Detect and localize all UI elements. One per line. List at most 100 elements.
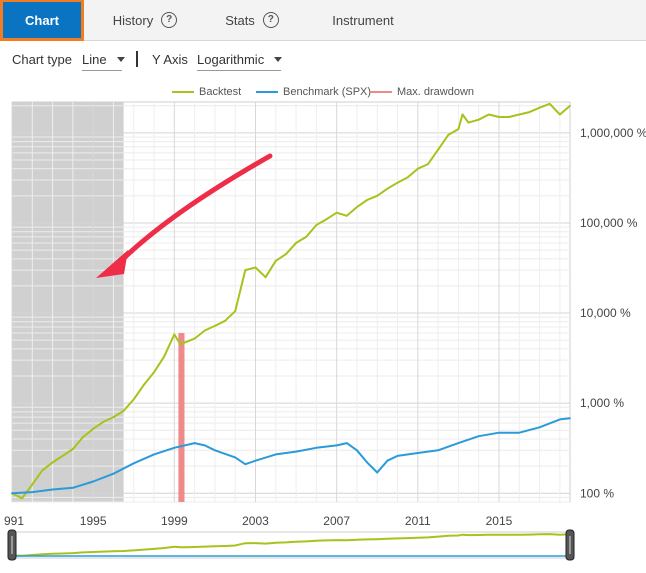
backtest-point: [244, 269, 247, 271]
legend-label: Benchmark (SPX): [283, 86, 372, 98]
backtest-point: [325, 218, 328, 221]
navigator-backtest-line: [11, 533, 571, 557]
legend-label: Backtest: [199, 86, 242, 98]
backtest-point: [376, 194, 379, 197]
shaded-range: [12, 102, 124, 502]
tab-history[interactable]: History ?: [92, 0, 198, 40]
benchmark-point: [366, 461, 368, 464]
tab-history-label: History: [112, 12, 154, 28]
benchmark-point: [51, 488, 54, 491]
backtest-point: [366, 199, 368, 201]
question-circle-icon[interactable]: ?: [262, 12, 279, 28]
backtest-point: [31, 483, 34, 486]
backtest-point: [185, 340, 188, 343]
benchmark-point: [558, 418, 561, 421]
backtest-point: [214, 325, 216, 327]
backtest-point: [285, 253, 287, 256]
benchmark-point: [132, 462, 135, 465]
backtest-point: [356, 206, 358, 208]
x-tick-label: 1995: [80, 514, 107, 528]
backtest-point: [61, 454, 64, 457]
chevron-down-icon: [274, 56, 283, 62]
backtest-point: [548, 102, 551, 105]
benchmark-point: [477, 435, 480, 438]
backtest-point: [163, 355, 166, 358]
navigator-frame: [11, 531, 571, 559]
x-tick-label: 2007: [323, 514, 350, 528]
y-tick-label: 10,000 %: [580, 306, 631, 320]
chart-type-label: Chart type: [12, 52, 72, 67]
benchmark-point: [356, 449, 358, 452]
benchmark-point: [345, 442, 348, 445]
y-tick-label: 100 %: [580, 486, 614, 500]
backtest-point: [179, 343, 182, 346]
backtest-point: [518, 113, 521, 116]
legend-label: Max. drawdown: [397, 86, 475, 98]
backtest-point: [427, 163, 429, 166]
benchmark-point: [386, 459, 389, 462]
tab-instrument-label: Instrument: [332, 12, 394, 28]
x-tick-label: 2015: [486, 514, 513, 528]
chart-type-value: Line: [82, 51, 107, 67]
x-tick-label: 2011: [405, 514, 431, 528]
toolbar-divider: [136, 51, 138, 67]
backtest-point: [437, 148, 440, 151]
backtest-point: [153, 371, 155, 374]
benchmark-point: [92, 480, 95, 483]
benchmark-point: [234, 456, 237, 459]
chart-legend: Backtest Benchmark (SPX) Max. drawdown: [0, 84, 646, 100]
benchmark-point: [396, 454, 399, 457]
tab-chart[interactable]: Chart: [0, 0, 84, 41]
backtest-point: [558, 113, 561, 116]
tab-instrument[interactable]: Instrument: [318, 0, 408, 40]
legend-item-drawdown[interactable]: Max. drawdown: [370, 86, 474, 98]
benchmark-point: [112, 472, 115, 475]
backtest-point: [142, 383, 145, 386]
benchmark-point: [193, 442, 196, 445]
backtest-point: [345, 214, 348, 217]
benchmark-point: [214, 449, 216, 452]
legend-item-backtest[interactable]: Backtest: [172, 86, 241, 98]
backtest-point: [538, 106, 541, 109]
chart-area: 100 % 1,000 % 10,000 % 100,000 % 1,000,000 %…: [0, 100, 646, 568]
backtest-point: [122, 410, 125, 412]
backtest-point: [305, 236, 308, 238]
backtest-point: [335, 211, 338, 214]
tab-chart-label: Chart: [25, 12, 59, 28]
backtest-point: [92, 427, 95, 430]
backtest-point: [386, 187, 389, 190]
benchmark-point: [244, 463, 247, 466]
backtest-point: [234, 310, 237, 313]
backtest-point: [264, 276, 267, 279]
backtest-point: [254, 266, 257, 269]
chevron-down-icon: [116, 56, 125, 62]
y-axis-select[interactable]: Logarithmic: [197, 48, 283, 71]
backtest-point: [498, 116, 500, 118]
x-tick-label: 991: [4, 514, 24, 528]
backtest-point: [51, 461, 54, 464]
tab-bar: Chart History ? Stats ? Instrument: [0, 0, 646, 41]
legend-swatch: [256, 91, 278, 93]
benchmark-point: [498, 431, 500, 434]
benchmark-point: [31, 491, 34, 494]
legend-item-benchmark[interactable]: Benchmark (SPX): [256, 86, 371, 98]
backtest-point: [416, 167, 419, 170]
question-circle-icon[interactable]: ?: [161, 12, 178, 28]
backtest-point: [447, 133, 450, 136]
benchmark-point: [538, 426, 541, 429]
benchmark-point: [173, 446, 176, 449]
backtest-point: [203, 329, 206, 332]
tab-stats[interactable]: Stats ?: [212, 0, 292, 40]
benchmark-point: [295, 450, 297, 453]
annotation-arrowhead: [96, 250, 128, 278]
benchmark-point: [315, 446, 318, 449]
y-tick-label: 100,000 %: [580, 216, 638, 230]
benchmark-point: [518, 431, 521, 434]
tab-stats-label: Stats: [225, 12, 255, 28]
chart-type-select[interactable]: Line: [82, 48, 125, 71]
benchmark-point: [153, 453, 155, 456]
y-axis-label: Y Axis: [152, 52, 188, 67]
backtest-point: [224, 319, 226, 322]
backtest-point: [274, 259, 277, 262]
benchmark-point: [203, 444, 206, 447]
